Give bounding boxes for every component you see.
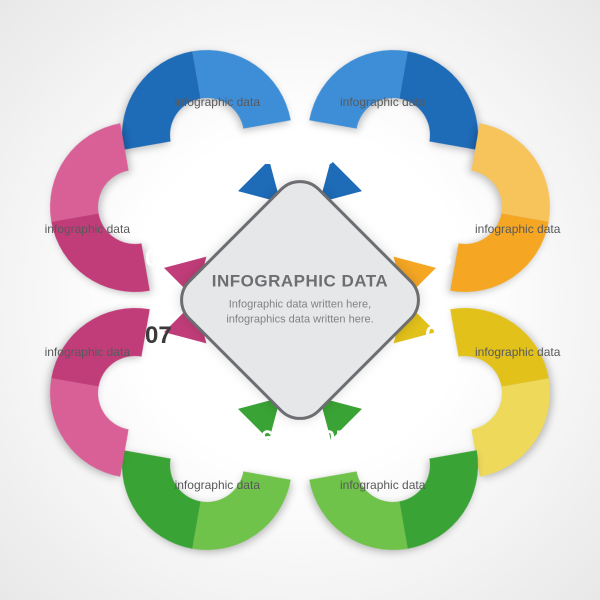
num-07: 07 xyxy=(145,322,172,350)
label-01: infographic data xyxy=(170,95,260,110)
label-03: infographic data xyxy=(475,222,565,237)
label-04: infographic data xyxy=(475,345,565,360)
num-05: 05 xyxy=(322,426,349,454)
center-subtitle: Infographic data written here, infograph… xyxy=(210,298,390,329)
center-text: INFOGRAPHIC DATA Infographic data writte… xyxy=(210,272,390,329)
num-08: 08 xyxy=(145,245,172,273)
num-03: 03 xyxy=(425,245,452,273)
label-02: infographic data xyxy=(340,95,430,110)
label-08: infographic data xyxy=(40,222,130,237)
num-01: 01 xyxy=(247,143,274,171)
label-07: infographic data xyxy=(40,345,130,360)
center-title: INFOGRAPHIC DATA xyxy=(210,272,390,292)
num-06: 06 xyxy=(247,426,274,454)
label-06: infographic data xyxy=(170,478,260,493)
infographic-stage: INFOGRAPHIC DATA Infographic data writte… xyxy=(0,0,600,600)
label-05: infographic data xyxy=(340,478,430,493)
num-04: 04 xyxy=(425,322,452,350)
num-02: 02 xyxy=(322,143,349,171)
